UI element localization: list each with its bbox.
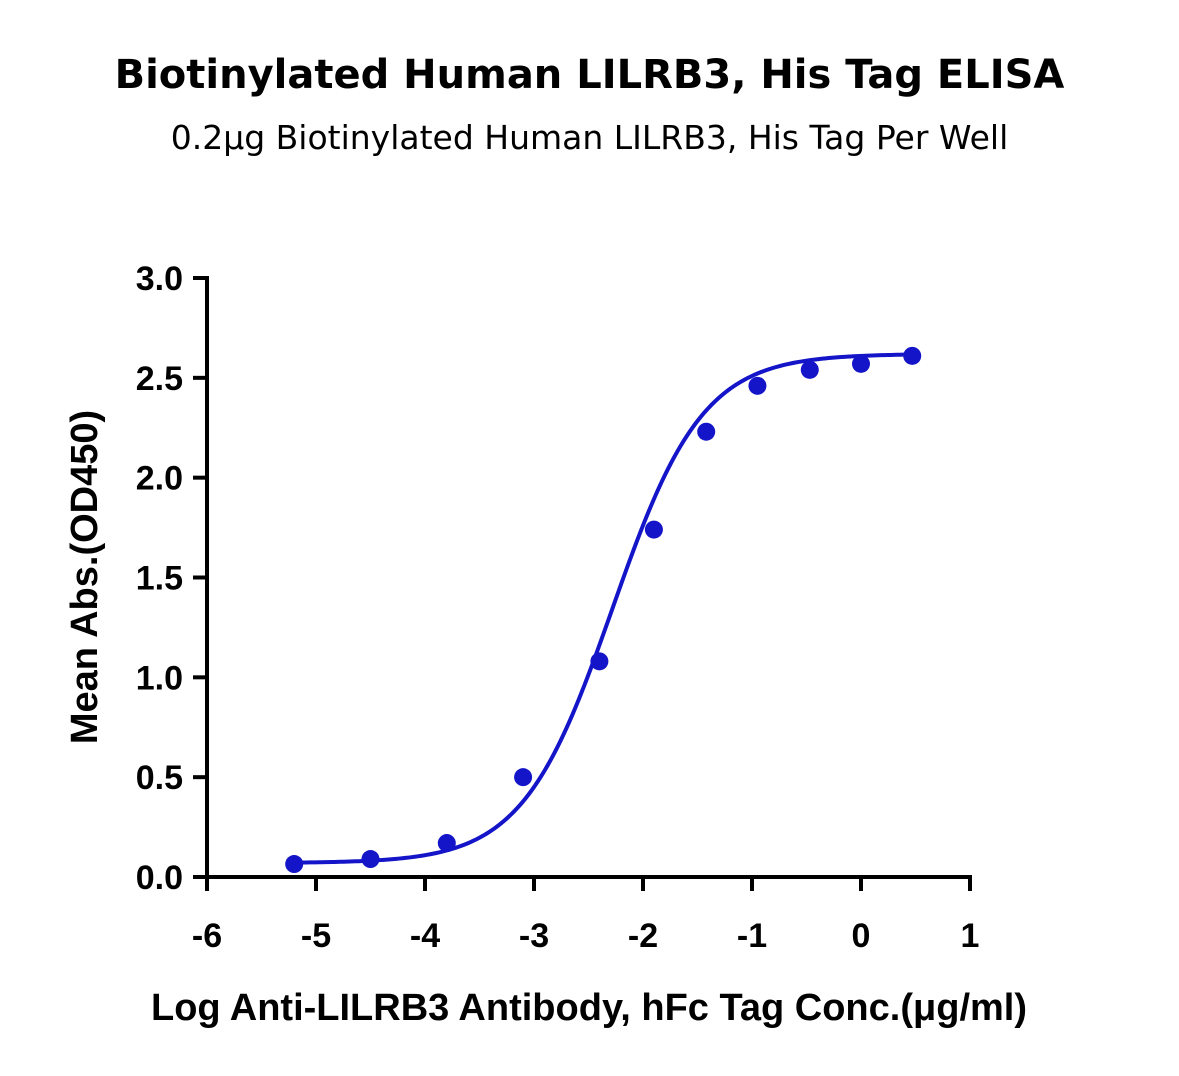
x-tick-label-7: 1 <box>961 917 980 955</box>
x-tick-label-4: -2 <box>628 917 658 955</box>
data-point-6 <box>697 422 716 441</box>
data-point-8 <box>800 360 819 379</box>
y-tick-label-6: 3.0 <box>136 260 183 298</box>
y-tick-label-4: 2.0 <box>136 460 183 498</box>
chart-title: Biotinylated Human LILRB3, His Tag ELISA <box>114 52 1065 98</box>
y-tick-label-5: 2.5 <box>136 360 183 398</box>
x-tick-label-6: 0 <box>852 917 871 955</box>
fit-curve-layer <box>294 352 913 865</box>
x-axis-label: Log Anti-LILRB3 Antibody, hFc Tag Conc.(… <box>151 987 1027 1029</box>
y-tick-label-1: 0.5 <box>136 759 183 797</box>
data-points-layer <box>285 346 922 874</box>
ticks: -6 -5 -4 -3 -2 -1 0 1 0.0 0.5 1.0 1.5 2.0 2.5 3.0 <box>136 260 980 955</box>
chart-subtitle: 0.2μg Biotinylated Human LILRB3, His Tag… <box>170 118 1009 157</box>
data-point-5 <box>644 520 663 539</box>
x-tick-label-5: -1 <box>737 917 767 955</box>
y-tick-label-3: 1.5 <box>136 560 183 598</box>
data-point-9 <box>852 354 870 373</box>
data-point-3 <box>514 768 533 787</box>
y-tick-label-0: 0.0 <box>136 859 183 897</box>
data-point-7 <box>748 376 767 395</box>
data-point-10 <box>903 346 922 365</box>
x-tick-label-2: -4 <box>410 917 440 955</box>
x-tick-label-3: -3 <box>519 917 549 955</box>
data-point-1 <box>361 850 380 869</box>
fit-curve <box>294 352 913 865</box>
y-tick-label-2: 1.0 <box>136 659 183 697</box>
data-point-4 <box>590 652 609 671</box>
x-tick-label-1: -5 <box>301 917 331 955</box>
x-tick-label-0: -6 <box>192 917 222 955</box>
y-axis-label: Mean Abs.(OD450) <box>64 410 106 744</box>
data-point-0 <box>285 855 304 874</box>
data-point-2 <box>437 834 456 853</box>
